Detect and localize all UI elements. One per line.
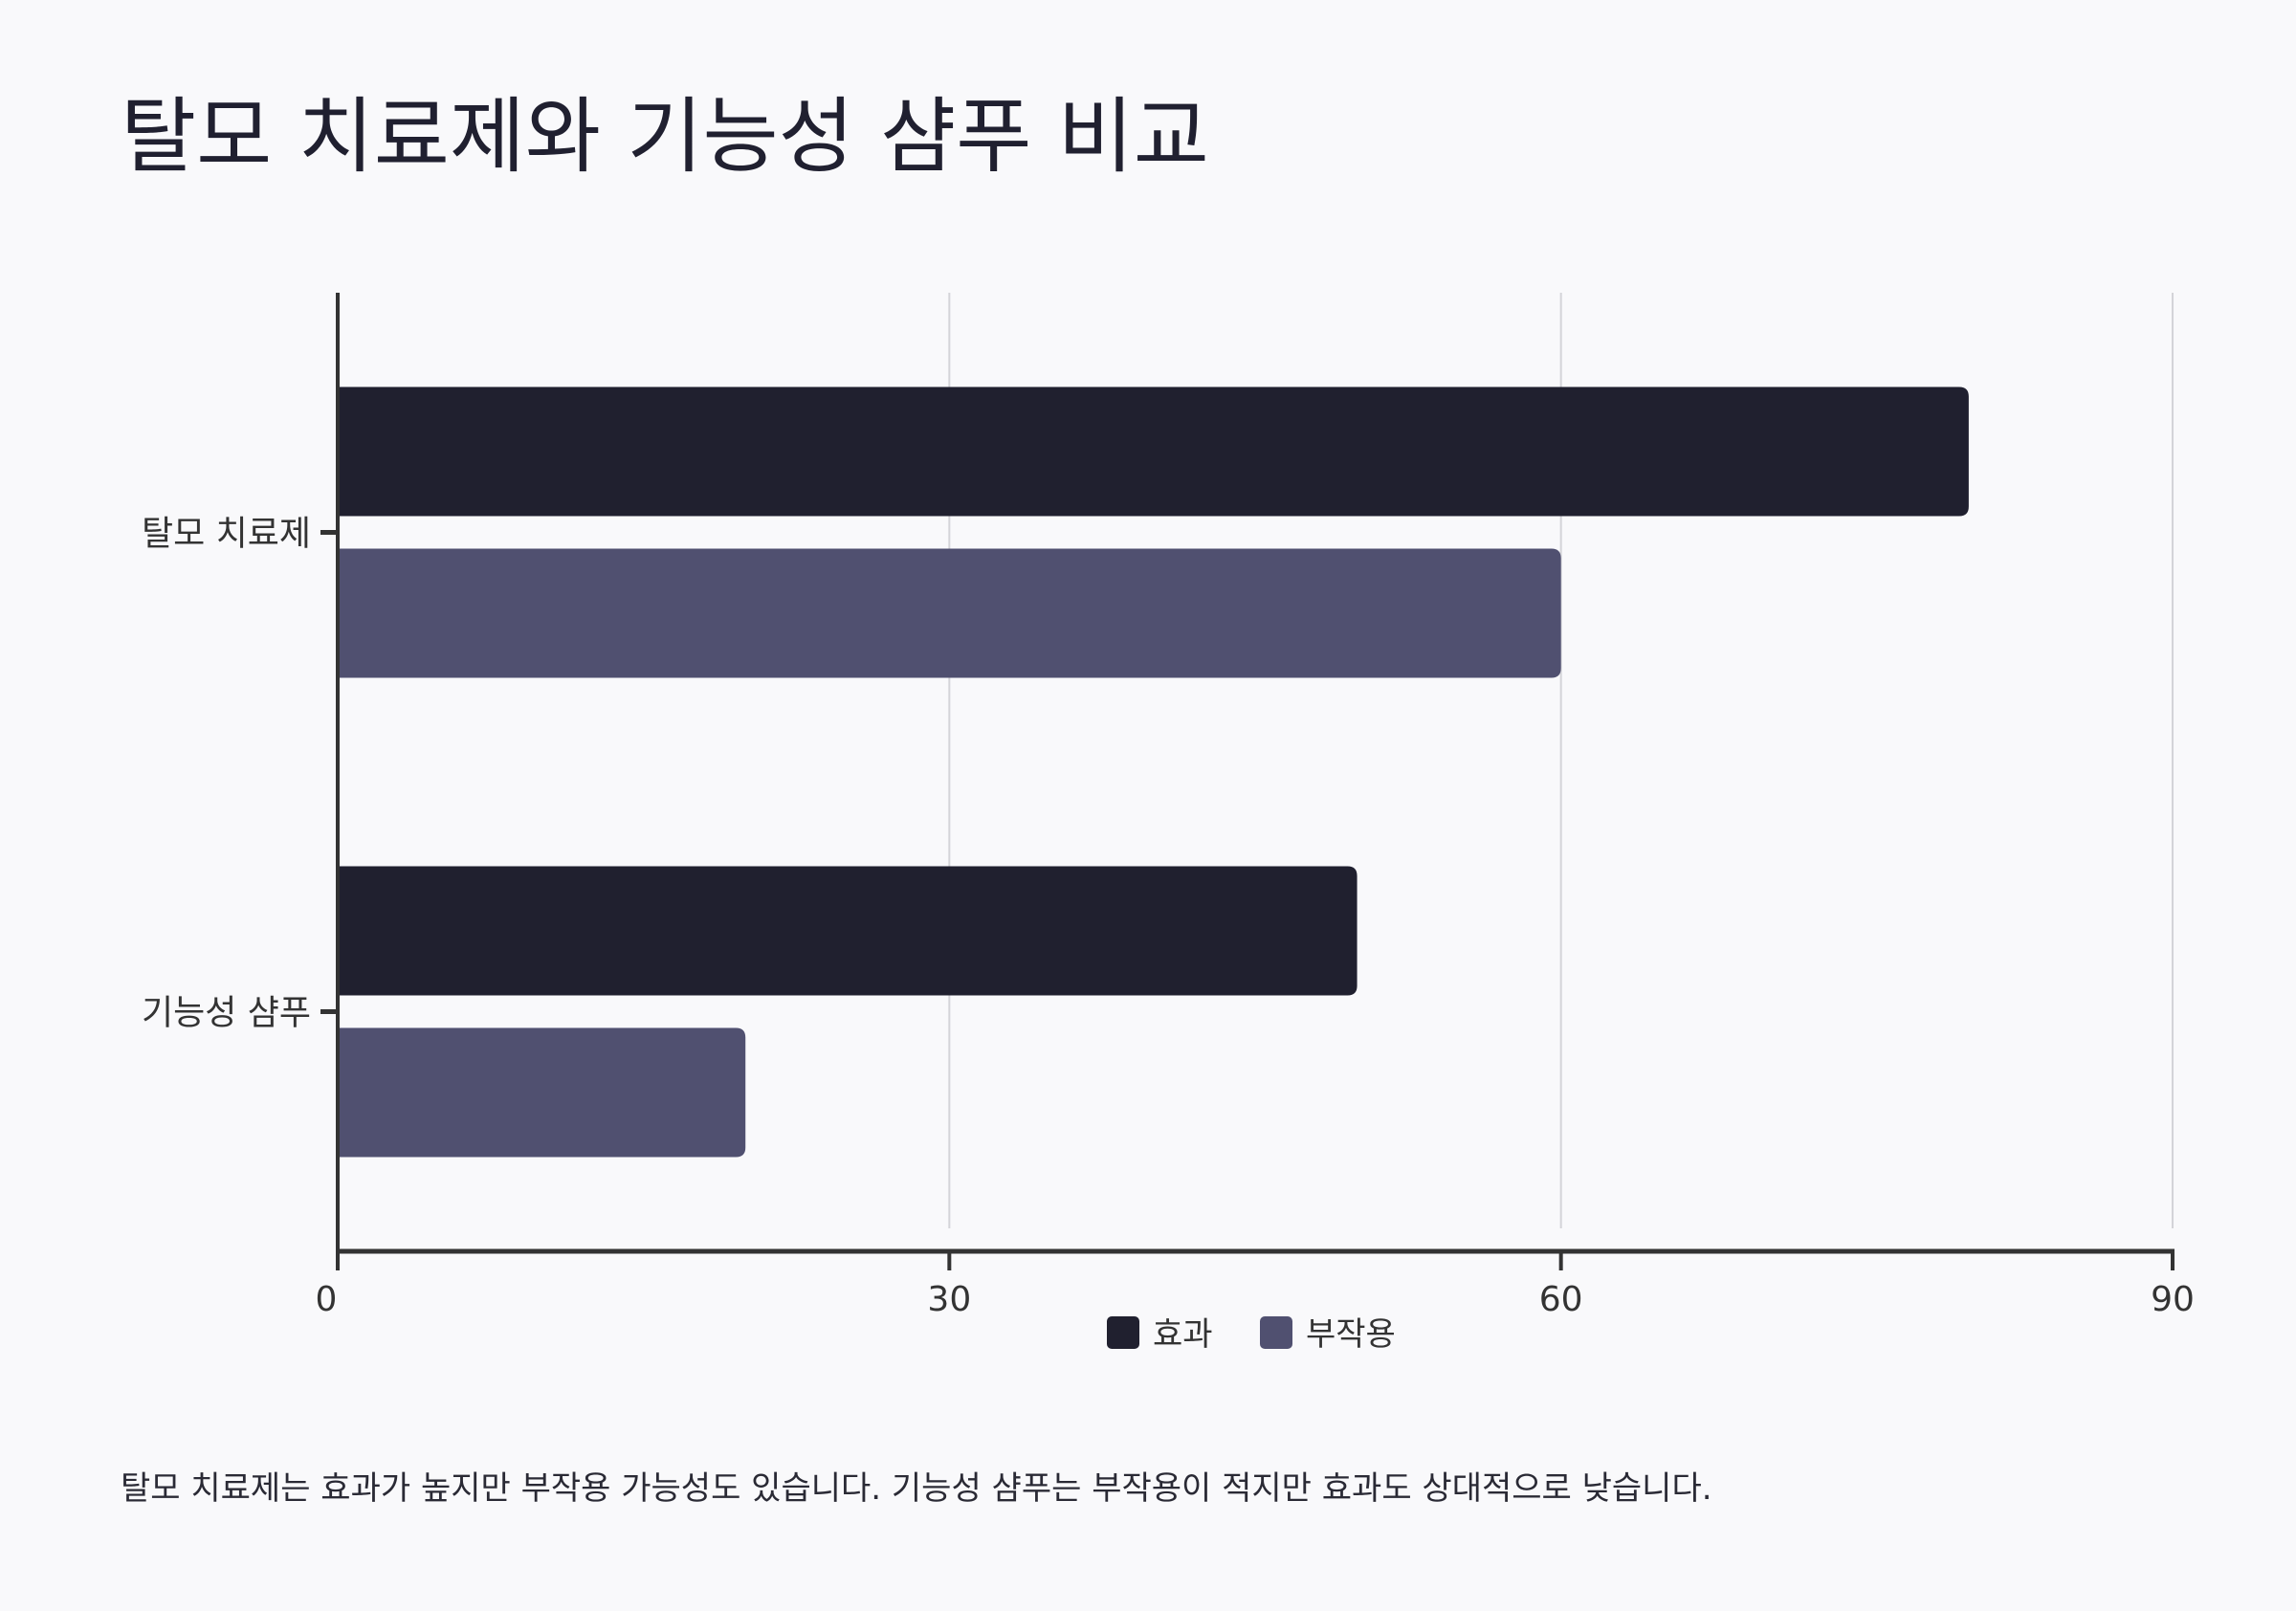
- bar: [338, 386, 1969, 517]
- bar: [338, 1027, 746, 1158]
- legend-swatch: [1260, 1316, 1292, 1349]
- legend-label: 효과: [1153, 1315, 1213, 1354]
- x-tick-label: 30: [927, 1280, 971, 1319]
- chart-title: 탈모 치료제와 기능성 샴푸 비교: [121, 89, 1209, 185]
- y-tick-label: 기능성 샴푸: [142, 994, 311, 1033]
- axes: [336, 293, 2175, 1254]
- x-tick-label: 0: [316, 1280, 338, 1319]
- legend: 효과 부작용: [1107, 1315, 1396, 1354]
- y-tick-label: 탈모 치료제: [142, 515, 311, 554]
- x-tick-label: 60: [1539, 1280, 1583, 1319]
- bars: [338, 386, 1969, 1158]
- bar: [338, 548, 1561, 678]
- legend-swatch: [1107, 1316, 1139, 1349]
- x-tick-label: 90: [2151, 1280, 2195, 1319]
- legend-label: 부작용: [1306, 1315, 1396, 1354]
- bar: [338, 866, 1358, 996]
- chart-caption: 탈모 치료제는 효과가 높지만 부작용 가능성도 있습니다. 기능성 샴푸는 부…: [121, 1469, 1712, 1508]
